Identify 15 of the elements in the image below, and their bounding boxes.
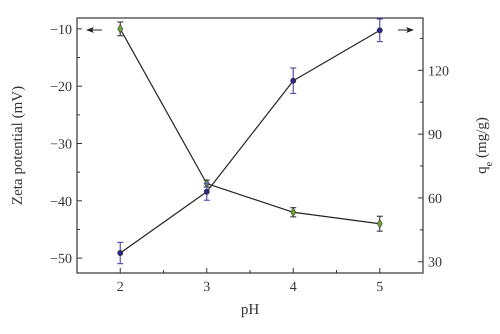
y-tick-label: −20 <box>50 80 72 96</box>
y-tick-label: −40 <box>50 194 72 210</box>
y2-tick-label: 120 <box>428 64 449 80</box>
y-tick-label: −50 <box>50 252 72 268</box>
y2-tick-label: 30 <box>428 256 442 271</box>
y-tick-label: −10 <box>50 22 72 38</box>
x-tick-label: 2 <box>116 280 124 295</box>
x-axis-title: pH <box>240 302 260 318</box>
x-tick-label: 4 <box>290 280 297 295</box>
y-tick-label: −30 <box>50 137 72 152</box>
y2-tick-label: 90 <box>428 128 442 144</box>
x-tick-label: 5 <box>376 280 384 295</box>
y2-tick-label: 60 <box>428 192 442 207</box>
y-axis-title: Zeta potential (mV) <box>10 86 26 206</box>
x-tick-label: 3 <box>203 280 210 295</box>
